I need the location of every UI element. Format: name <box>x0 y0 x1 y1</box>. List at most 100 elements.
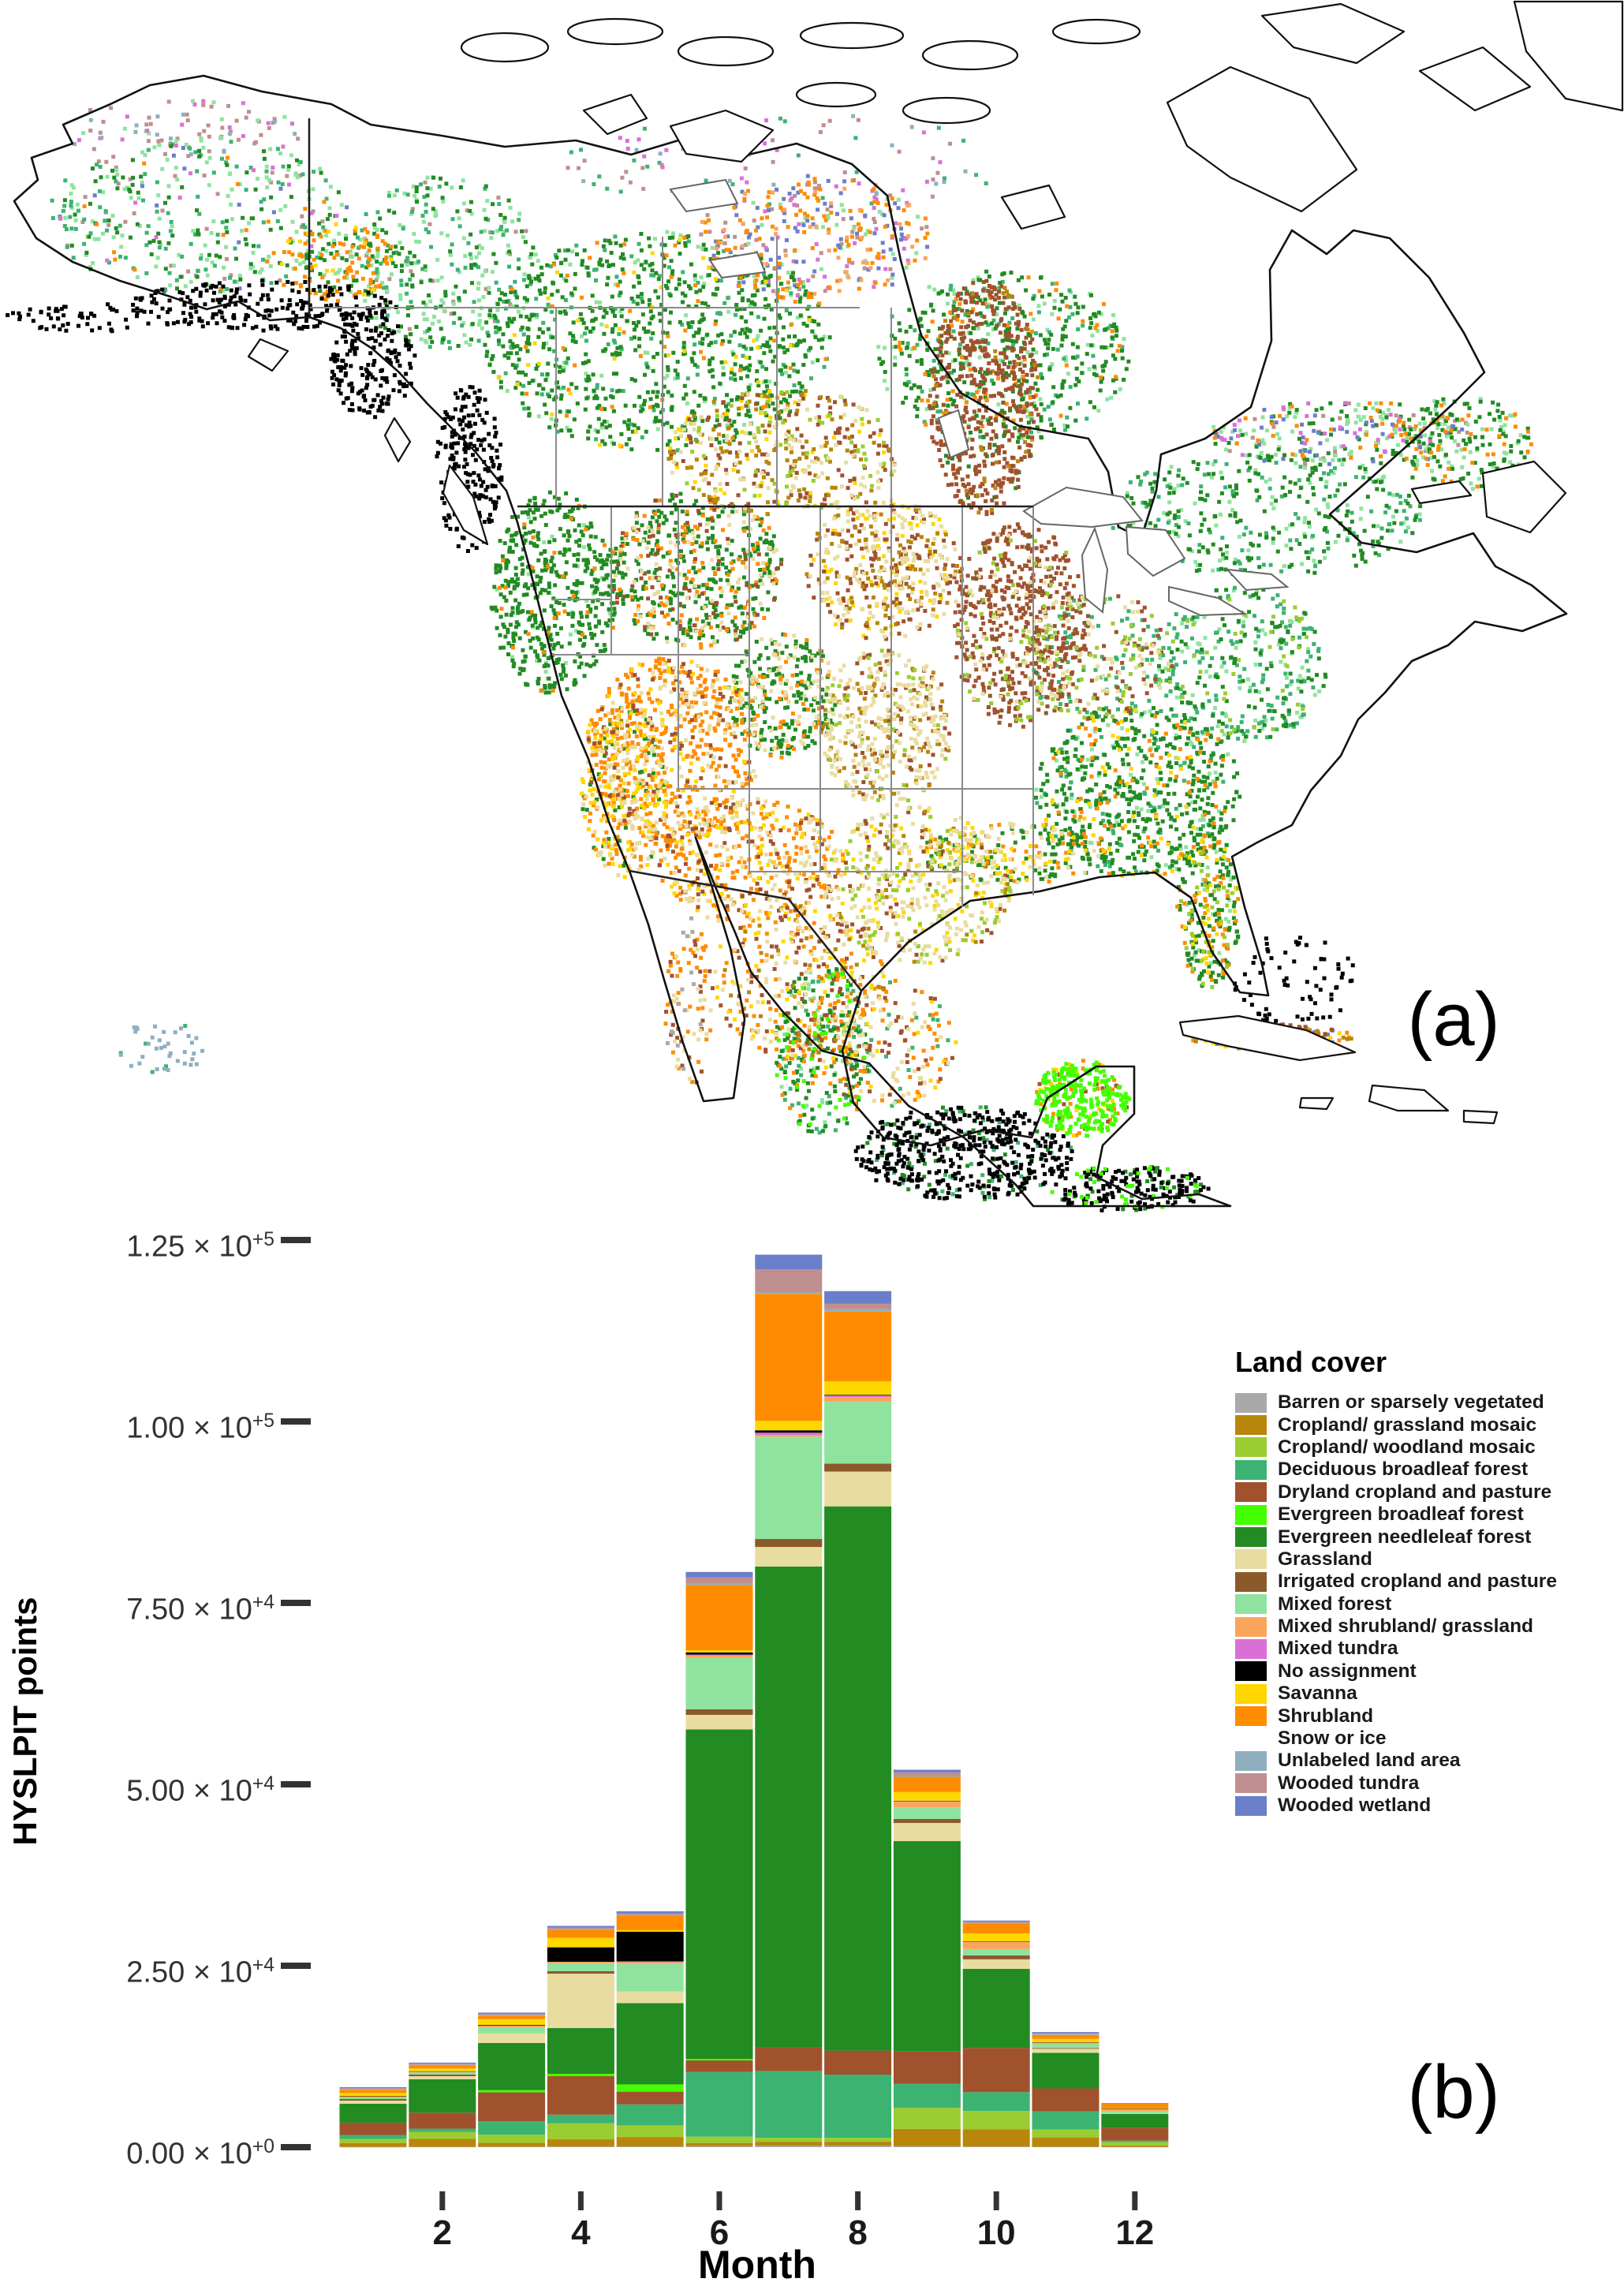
bar-segment <box>755 2047 823 2071</box>
x-tick-label: 8 <box>848 2213 868 2252</box>
legend-item: Savanna <box>1235 1683 1614 1705</box>
bar-segment <box>478 2015 546 2019</box>
bar-segment <box>547 1929 614 1930</box>
bar-segment <box>1032 2137 1099 2147</box>
bar-segment <box>478 2146 546 2147</box>
x-tick-label: 12 <box>1115 2213 1155 2252</box>
bar-segment <box>339 2122 407 2135</box>
bar-segment <box>1101 2111 1169 2113</box>
island-banks <box>582 93 648 136</box>
bar-segment <box>478 2121 546 2135</box>
bar-segment <box>685 1714 753 1730</box>
bar-segment <box>478 2142 546 2147</box>
bar-segment <box>962 1920 1030 1922</box>
legend-swatch <box>1235 1616 1267 1637</box>
bar-segment <box>1101 2142 1169 2146</box>
bar-segment <box>339 2086 407 2089</box>
bar-segment <box>755 1268 823 1293</box>
bar-segment <box>893 1841 961 2052</box>
y-tick-label: 2.50 × 10+4 <box>126 1955 274 1989</box>
island-kodiak <box>247 338 289 372</box>
bar-segment <box>339 2097 407 2099</box>
legend-swatch <box>1235 1706 1267 1727</box>
legend-label: Mixed shrubland/ grassland <box>1278 1616 1534 1638</box>
bar-segment <box>1032 2034 1099 2039</box>
map-panel <box>6 0 1624 1212</box>
bar-segment <box>409 2072 476 2075</box>
bar-segment <box>1032 2146 1099 2148</box>
legend-item: Mixed shrubland/ grassland <box>1235 1616 1614 1638</box>
bar-segment <box>616 2125 684 2138</box>
legend-item: Barren or sparsely vegetated <box>1235 1391 1614 1414</box>
legend-label: Savanna <box>1278 1683 1357 1705</box>
legend-label: Cropland/ grassland mosaic <box>1278 1414 1537 1436</box>
bar-segment <box>962 2048 1030 2093</box>
bar-segment <box>824 1463 892 1472</box>
bar-segment <box>685 2136 753 2143</box>
arctic-islet <box>566 17 664 46</box>
island-newfoundland <box>1481 460 1567 534</box>
bar-segment <box>962 1941 1030 1949</box>
bar-segment <box>547 1947 614 1963</box>
legend-swatch <box>1235 1504 1267 1525</box>
bar-segment <box>409 2075 476 2077</box>
bar-segment <box>616 2146 684 2147</box>
bar-segment <box>1101 2127 1169 2141</box>
bar-segment <box>962 1959 1030 1969</box>
lake-ontario <box>1225 568 1290 592</box>
legend-item: Evergreen needleleaf forest <box>1235 1526 1614 1548</box>
bar-segment <box>1032 2034 1099 2035</box>
legend-item: Deciduous broadleaf forest <box>1235 1459 1614 1481</box>
bar-segment <box>1032 2049 1099 2053</box>
lake-erie <box>1168 585 1248 617</box>
bar-segment <box>1101 2103 1169 2105</box>
bar-segment <box>1032 2032 1099 2034</box>
bar-segment <box>1101 2145 1169 2147</box>
bar-segment <box>409 2138 476 2147</box>
y-tick-mark <box>281 1237 311 1243</box>
bar-segment <box>893 1800 961 1802</box>
greenland <box>1513 0 1624 112</box>
arctic-islet <box>902 96 991 125</box>
bar-segment <box>1101 2140 1169 2142</box>
coastline <box>13 74 1568 1208</box>
bar-segment <box>893 1776 961 1792</box>
bar-segment <box>616 1929 684 1932</box>
bar-segment <box>339 2138 407 2143</box>
bar-segment <box>478 2042 546 2090</box>
bar-segment <box>962 2111 1030 2130</box>
bar-segment <box>755 1254 823 1269</box>
bar-segment <box>547 2076 614 2115</box>
legend-item: Unlabeled land area <box>1235 1750 1614 1772</box>
bar-segment <box>824 1402 892 1464</box>
legend-swatch <box>1235 1415 1267 1436</box>
legend-item: Mixed tundra <box>1235 1638 1614 1660</box>
bar-segment <box>962 1941 1030 1942</box>
legend-item: Wooded wetland <box>1235 1795 1614 1817</box>
y-tick-mark <box>281 2144 311 2150</box>
state-borders <box>309 237 1034 907</box>
bar-segment <box>1032 2042 1099 2045</box>
bar-segment <box>547 2073 614 2077</box>
islands <box>247 0 1624 1125</box>
landcover-dot-cluster <box>586 280 1334 1132</box>
bar-segment <box>547 1970 614 1974</box>
bar-segment <box>547 2139 614 2147</box>
bar-segment <box>755 1292 823 1294</box>
bar-segment <box>893 1776 961 1777</box>
bar-segment <box>1032 2038 1099 2042</box>
legend-item: Snow or ice <box>1235 1728 1614 1750</box>
bar-segment <box>893 1807 961 1819</box>
bar-segment <box>824 2146 892 2147</box>
landcover-dot-cluster <box>50 116 1422 1200</box>
x-tick-mark <box>993 2191 999 2210</box>
bar-segment <box>409 2128 476 2132</box>
lake-huron <box>1125 525 1186 577</box>
bar-segment <box>478 2014 546 2015</box>
bar-segment <box>339 2093 407 2097</box>
bar-segment <box>409 2131 476 2139</box>
bar-segment <box>409 2076 476 2079</box>
bar-segment <box>616 1931 684 1962</box>
bar-segment <box>824 2138 892 2142</box>
